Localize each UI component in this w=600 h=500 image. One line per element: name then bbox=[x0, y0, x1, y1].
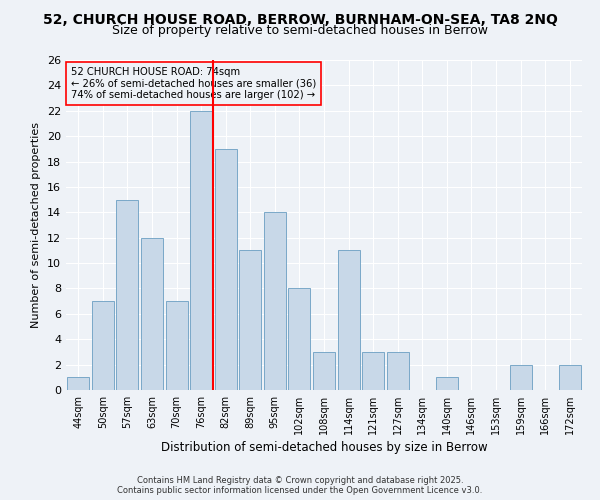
Bar bbox=[215, 149, 237, 390]
Bar bbox=[116, 200, 139, 390]
Bar bbox=[166, 301, 188, 390]
Bar bbox=[386, 352, 409, 390]
Bar bbox=[190, 111, 212, 390]
X-axis label: Distribution of semi-detached houses by size in Berrow: Distribution of semi-detached houses by … bbox=[161, 441, 487, 454]
Bar bbox=[141, 238, 163, 390]
Text: 52, CHURCH HOUSE ROAD, BERROW, BURNHAM-ON-SEA, TA8 2NQ: 52, CHURCH HOUSE ROAD, BERROW, BURNHAM-O… bbox=[43, 12, 557, 26]
Bar bbox=[313, 352, 335, 390]
Text: Contains HM Land Registry data © Crown copyright and database right 2025.
Contai: Contains HM Land Registry data © Crown c… bbox=[118, 476, 482, 495]
Bar bbox=[509, 364, 532, 390]
Bar bbox=[92, 301, 114, 390]
Text: 52 CHURCH HOUSE ROAD: 74sqm
← 26% of semi-detached houses are smaller (36)
74% o: 52 CHURCH HOUSE ROAD: 74sqm ← 26% of sem… bbox=[71, 66, 316, 100]
Text: Size of property relative to semi-detached houses in Berrow: Size of property relative to semi-detach… bbox=[112, 24, 488, 37]
Bar bbox=[289, 288, 310, 390]
Bar bbox=[362, 352, 384, 390]
Bar bbox=[559, 364, 581, 390]
Y-axis label: Number of semi-detached properties: Number of semi-detached properties bbox=[31, 122, 41, 328]
Bar bbox=[436, 378, 458, 390]
Bar bbox=[338, 250, 359, 390]
Bar bbox=[67, 378, 89, 390]
Bar bbox=[239, 250, 262, 390]
Bar bbox=[264, 212, 286, 390]
